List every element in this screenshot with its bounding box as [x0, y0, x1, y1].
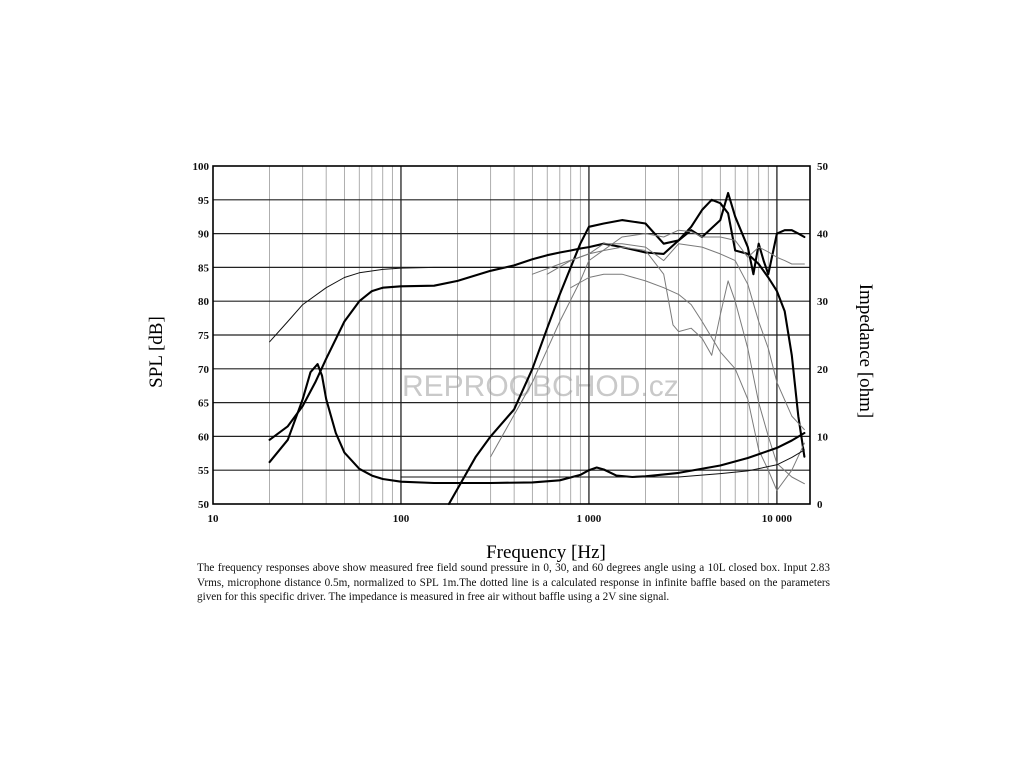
spl-curve-3 [269, 266, 590, 343]
y-axis-left-title: SPL [dB] [146, 316, 167, 388]
x-tick-label: 100 [393, 513, 410, 525]
x-tick-label: 1 000 [577, 513, 602, 525]
plot-frame [212, 165, 811, 505]
spl-curve-4 [531, 243, 805, 431]
x-tick-label: 10 [208, 513, 220, 525]
y-right-tick-label: 50 [817, 161, 829, 173]
tick-labels: 50 55 60 65 70 75 80 85 90 95 100 0 10 20 30 40 50 10 100 1… [193, 161, 829, 525]
y-right-tick-label: 20 [817, 364, 829, 376]
y-left-tick-label: 75 [198, 330, 210, 342]
x-tick-label: 10 000 [762, 513, 793, 525]
impedance-curve-9 [400, 449, 805, 478]
spl-curve-2 [447, 191, 806, 506]
spl-curve-7 [490, 229, 805, 458]
y-left-tick-label: 95 [198, 195, 210, 207]
y-right-tick-label: 40 [817, 229, 829, 241]
series-layer [268, 191, 806, 506]
x-axis-title: Frequency [Hz] [486, 542, 606, 563]
spl-curve-5 [546, 246, 805, 485]
watermark-text: REPROOBCHOD.cz [402, 370, 679, 403]
y-right-tick-label: 10 [817, 431, 829, 443]
y-left-tick-label: 65 [198, 398, 210, 410]
y-left-tick-label: 100 [193, 161, 210, 173]
y-left-tick-label: 70 [198, 364, 210, 376]
y-left-tick-label: 50 [198, 499, 210, 511]
y-left-tick-label: 80 [198, 296, 210, 308]
y-axis-right-title: Impedance [ohm] [855, 284, 876, 419]
y-left-tick-label: 90 [198, 229, 210, 241]
spl-curve-6 [570, 273, 805, 491]
y-left-tick-label: 55 [198, 465, 210, 477]
y-left-tick-label: 60 [198, 431, 210, 443]
y-left-tick-label: 85 [198, 262, 210, 274]
y-right-tick-label: 0 [817, 499, 823, 511]
impedance-curve-8 [268, 363, 806, 485]
y-right-tick-label: 30 [817, 296, 829, 308]
chart-caption: The frequency responses above show measu… [197, 562, 830, 604]
